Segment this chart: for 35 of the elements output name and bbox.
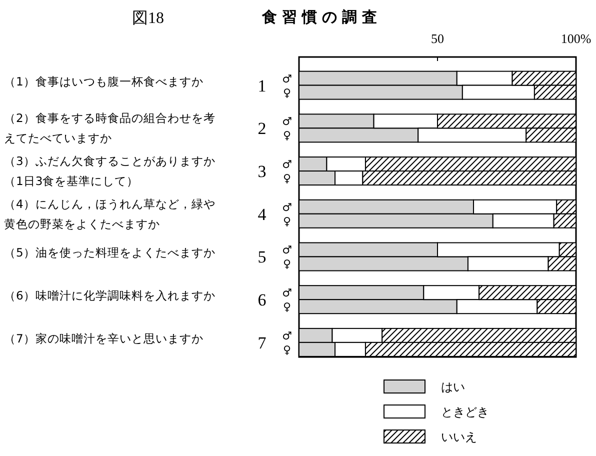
text: （2）食事をする時食品の組合わせを考えてたべていますか [4,111,216,146]
text: 7 [258,333,267,352]
text: （7）家の味噌汁を辛いと思いますか [4,331,204,346]
y-tick-label: ♂ [282,200,292,214]
y-tick-label: ♂ [282,286,292,300]
text: 2 [258,119,266,138]
text: （5）油を使った料理をよくたべますか [4,246,216,260]
caption: 図18 [132,10,164,27]
text: （3）ふだん欠食することがありますか（1日3食を基準にして） [4,154,216,188]
y-tick-label: ♂ [282,72,292,86]
text: （6）味噌汁に化学調味料を入れますか [4,288,216,303]
chart-title: 食習慣の調査 [261,8,382,26]
text: 3 [258,162,266,182]
y-tick-label: ♀ [282,86,292,100]
y-tick-label: ♂ [282,115,292,128]
x-tick-label: 100% [560,31,592,46]
y-tick-label: ♀ [282,258,292,271]
text: 1 [258,76,266,96]
text: （1）食事はいつも腹一杯食べますか [4,74,204,88]
y-tick-label: ♀ [282,300,292,314]
legend-label: ときどき [441,405,489,419]
y-tick-label: ♀ [282,343,292,356]
legend-label: はい [441,380,465,394]
text: 6 [258,290,266,310]
y-tick-label: ♀ [282,214,292,228]
y-tick-label: ♂ [282,158,292,172]
y-tick-label: ♂ [282,244,292,257]
legend-label: いいえ [441,430,477,444]
text: （4）にんじん，ほうれん草など，緑や黄色の野菜をよくたべますか [4,196,216,231]
y-tick-label: ♀ [282,172,292,186]
y-tick-label: ♀ [282,129,292,142]
x-tick-label: 50 [431,31,444,46]
text: 4 [258,204,267,224]
text: 5 [258,248,266,267]
y-tick-label: ♂ [282,329,292,342]
